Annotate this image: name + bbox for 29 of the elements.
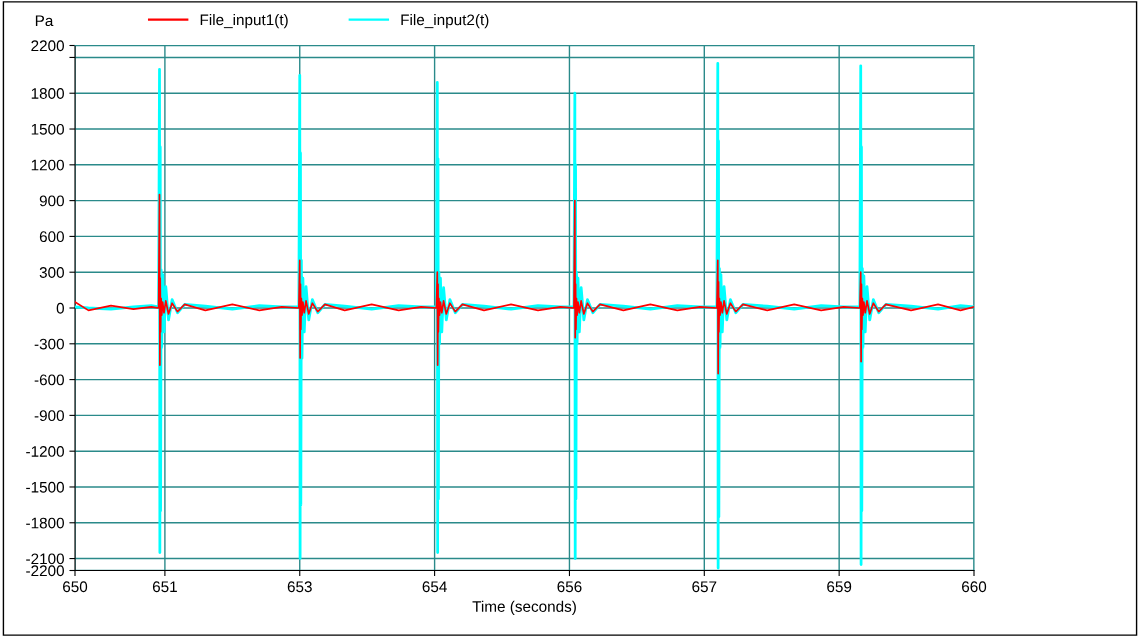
- x-axis-title: Time (seconds): [472, 600, 576, 615]
- y-tick-label: -300: [34, 338, 64, 350]
- x-tick-label: 659: [827, 581, 852, 593]
- y-tick-label: -1500: [26, 481, 64, 493]
- line-series: [75, 193, 974, 375]
- y-tick-label: 1200: [31, 159, 64, 171]
- x-tick-label: 657: [692, 581, 717, 593]
- y-tick-label: 2200: [31, 40, 64, 52]
- y-tick-label: -1800: [26, 517, 64, 529]
- legend-label: File_input1(t): [200, 14, 288, 29]
- y-tick-label: -900: [34, 410, 64, 422]
- y-tick-label: -600: [34, 374, 64, 386]
- y-tick-label: -1200: [26, 446, 64, 457]
- y-tick-label: 600: [39, 231, 64, 243]
- y-tick-label: -2200: [26, 565, 64, 577]
- x-tick-label: 654: [422, 581, 447, 593]
- y-tick-label: 300: [39, 267, 64, 278]
- x-tick-label: 651: [152, 581, 177, 593]
- y-tick-label: 0: [56, 302, 64, 314]
- y-tick-label: 1800: [31, 88, 64, 99]
- y-tick-label: 1500: [31, 123, 64, 135]
- x-tick-label: 650: [63, 581, 88, 593]
- legend-label: File_input2(t): [401, 14, 489, 29]
- x-tick-label: 656: [557, 581, 582, 593]
- y-tick-label: -2100: [26, 553, 64, 565]
- y-axis-title: Pa: [35, 15, 54, 27]
- x-tick-label: 653: [287, 581, 312, 593]
- x-tick-label: 660: [962, 581, 987, 593]
- y-tick-label: 900: [39, 195, 64, 207]
